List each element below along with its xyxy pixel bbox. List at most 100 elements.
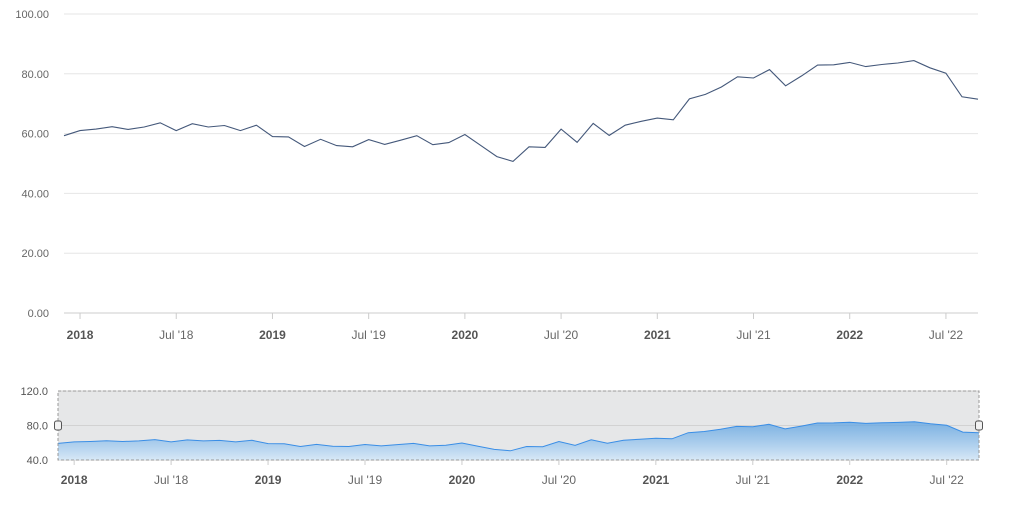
navigator-area-fill — [58, 421, 979, 460]
main-series-point[interactable] — [238, 128, 243, 133]
main-series-point[interactable] — [126, 127, 131, 132]
main-series-point[interactable] — [511, 159, 516, 164]
navigator-x-tick-label: 2021 — [642, 473, 669, 487]
main-series-point[interactable] — [863, 64, 868, 69]
main-series-point[interactable] — [206, 125, 211, 130]
main-series-point[interactable] — [254, 123, 259, 128]
main-series-point[interactable] — [911, 58, 916, 63]
main-series-point[interactable] — [687, 96, 692, 101]
main-series-point[interactable] — [334, 143, 339, 148]
main-series-point[interactable] — [607, 133, 612, 138]
main-series-point[interactable] — [735, 74, 740, 79]
main-series-point[interactable] — [847, 60, 852, 65]
main-series-point[interactable] — [78, 128, 83, 133]
navigator-series-line — [57, 421, 980, 452]
main-x-tick-label: Jul '18 — [159, 328, 194, 342]
navigator-x-tick-label: 2022 — [836, 473, 863, 487]
navigator-x-tick-label: Jul '22 — [930, 473, 965, 487]
main-series-point[interactable] — [943, 71, 948, 76]
main-series-point[interactable] — [719, 85, 724, 90]
main-x-tick-label: Jul '20 — [544, 328, 579, 342]
main-series-point[interactable] — [960, 94, 965, 99]
main-x-tick-label: 2021 — [644, 328, 671, 342]
main-series-point[interactable] — [815, 63, 820, 68]
main-y-tick-label: 40.00 — [21, 188, 49, 200]
main-series-point[interactable] — [350, 144, 355, 149]
main-x-axis: 2018 Jul '18 2019 Jul '19 2020 Jul '20 2021 Jul… — [67, 313, 964, 342]
navigator-x-tick-label: Jul '19 — [348, 473, 383, 487]
main-series-point[interactable] — [190, 121, 195, 126]
main-series-point[interactable] — [831, 62, 836, 67]
main-series-point[interactable] — [382, 142, 387, 147]
main-x-tick-label: 2022 — [836, 328, 863, 342]
main-series-point[interactable] — [478, 143, 483, 148]
main-gridlines — [64, 13, 978, 314]
main-series-point[interactable] — [446, 140, 451, 145]
main-series-point[interactable] — [430, 142, 435, 147]
navigator-right-handle[interactable] — [975, 420, 983, 431]
main-series-point[interactable] — [751, 76, 756, 81]
main-series-point[interactable] — [575, 140, 580, 145]
main-series-point[interactable] — [494, 154, 499, 159]
main-y-tick-label: 20.00 — [21, 248, 49, 260]
main-series-point[interactable] — [174, 128, 179, 133]
main-x-tick-label: Jul '22 — [929, 328, 964, 342]
navigator-x-tick-label: 2018 — [61, 473, 88, 487]
main-series-point[interactable] — [703, 92, 708, 97]
navigator-y-tick-label: 120.0 — [20, 386, 48, 398]
main-series-point[interactable] — [110, 124, 115, 129]
main-series-point[interactable] — [671, 117, 676, 122]
main-series-point[interactable] — [462, 132, 467, 137]
navigator-area — [57, 421, 980, 460]
navigator-x-tick-label: Jul '21 — [736, 473, 771, 487]
main-x-tick-label: 2018 — [67, 328, 94, 342]
main-series-point[interactable] — [414, 133, 419, 138]
main-series-point[interactable] — [639, 119, 644, 124]
main-y-tick-label: 80.00 — [21, 69, 49, 81]
main-series-point[interactable] — [527, 144, 532, 149]
navigator[interactable]: 40.0 80.0 120.0 2018 Jul '18 2019 Jul '19 2020… — [20, 386, 983, 487]
main-series-point[interactable] — [142, 125, 147, 130]
navigator-left-handle[interactable] — [54, 420, 62, 431]
navigator-x-tick-label: 2020 — [449, 473, 476, 487]
navigator-y-axis: 40.0 80.0 120.0 — [20, 386, 48, 467]
main-series-point[interactable] — [783, 83, 788, 88]
main-series-point[interactable] — [366, 137, 371, 142]
main-series-point[interactable] — [318, 137, 323, 142]
main-series-line — [63, 60, 979, 163]
main-series-point[interactable] — [976, 97, 981, 102]
main-series-point[interactable] — [302, 144, 307, 149]
main-series-point[interactable] — [398, 138, 403, 143]
main-series-point[interactable] — [895, 61, 900, 66]
main-y-tick-label: 0.00 — [28, 308, 49, 320]
main-series-point[interactable] — [879, 62, 884, 67]
main-series-point[interactable] — [559, 127, 564, 132]
navigator-x-tick-label: Jul '18 — [154, 473, 189, 487]
main-y-axis: 0.00 20.00 40.00 60.00 80.00 100.00 — [15, 9, 49, 320]
main-series-point[interactable] — [222, 123, 227, 128]
navigator-y-tick-label: 80.0 — [27, 421, 48, 433]
main-series-point[interactable] — [62, 133, 67, 138]
navigator-y-tick-label: 40.0 — [27, 455, 48, 467]
navigator-x-tick-label: 2019 — [255, 473, 282, 487]
navigator-x-axis: 2018 Jul '18 2019 Jul '19 2020 Jul '20 2021 Jul… — [61, 460, 964, 487]
main-x-tick-label: 2019 — [259, 328, 286, 342]
main-series-point[interactable] — [286, 134, 291, 139]
main-series — [62, 58, 981, 164]
main-series-point[interactable] — [543, 145, 548, 150]
main-series-point[interactable] — [767, 67, 772, 72]
main-series-point[interactable] — [270, 134, 275, 139]
main-x-tick-label: Jul '19 — [352, 328, 387, 342]
main-series-point[interactable] — [655, 116, 660, 121]
main-y-tick-label: 60.00 — [21, 129, 49, 141]
main-series-point[interactable] — [158, 120, 163, 125]
main-y-tick-label: 100.00 — [15, 9, 49, 21]
main-x-tick-label: 2020 — [452, 328, 479, 342]
main-series-point[interactable] — [591, 121, 596, 126]
main-series-point[interactable] — [623, 123, 628, 128]
navigator-x-tick-label: Jul '20 — [542, 473, 577, 487]
main-series-point[interactable] — [94, 127, 99, 132]
main-series-point[interactable] — [927, 65, 932, 70]
main-series-point[interactable] — [799, 73, 804, 78]
